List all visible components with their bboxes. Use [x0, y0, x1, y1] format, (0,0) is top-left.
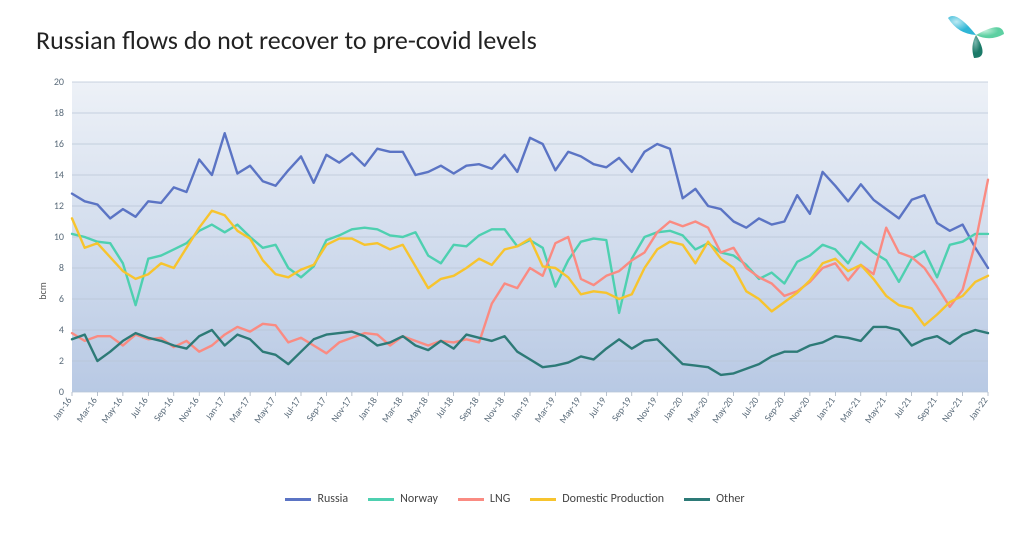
x-tick-label: Nov-20 [787, 395, 813, 425]
chart-svg: 02468101214161820Jan-16Mar-16May-16Jul-1… [30, 76, 1000, 506]
x-tick-label: May-17 [251, 395, 278, 426]
x-tick-label: Jan-17 [203, 395, 227, 423]
x-tick-label: Nov-17 [329, 395, 355, 425]
x-tick-label: Nov-21 [939, 395, 965, 425]
x-tick-label: Mar-20 [685, 395, 711, 425]
x-tick-label: Sep-16 [151, 395, 176, 424]
x-tick-label: Jan-16 [50, 395, 74, 423]
legend-label: Norway [400, 492, 438, 506]
legend-label: Other [716, 492, 744, 506]
y-tick-label: 6 [59, 292, 64, 305]
x-tick-label: Mar-17 [227, 395, 253, 425]
y-tick-label: 14 [54, 168, 64, 181]
legend-label: Russia [317, 492, 348, 506]
x-tick-label: Mar-16 [74, 395, 100, 425]
y-tick-label: 4 [59, 323, 64, 336]
x-tick-label: Jan-19 [508, 395, 532, 423]
y-tick-label: 12 [54, 199, 64, 212]
x-tick-label: Jul-20 [739, 395, 762, 421]
x-tick-label: Sep-20 [762, 395, 787, 424]
y-axis-label: bcm [36, 282, 49, 299]
legend-label: Domestic Production [562, 492, 664, 506]
x-tick-label: Jul-19 [586, 395, 609, 421]
brand-logo [946, 10, 1006, 60]
y-tick-label: 20 [54, 76, 64, 88]
x-tick-label: Jan-21 [814, 395, 838, 423]
legend-item: LNG [458, 492, 510, 506]
x-tick-label: Jul-18 [433, 395, 456, 421]
x-tick-label: May-19 [557, 395, 584, 426]
x-tick-label: May-18 [404, 395, 431, 426]
line-chart: bcm 02468101214161820Jan-16Mar-16May-16J… [30, 76, 1000, 506]
x-tick-label: Sep-17 [304, 395, 329, 424]
legend-item: Russia [285, 492, 348, 506]
x-tick-label: May-21 [862, 395, 889, 426]
x-tick-label: Sep-18 [456, 395, 481, 424]
x-tick-label: Sep-19 [609, 395, 634, 424]
x-tick-label: Jul-17 [281, 395, 304, 421]
legend-swatch [684, 498, 710, 501]
y-tick-label: 18 [54, 106, 64, 119]
x-tick-label: Mar-19 [532, 395, 558, 425]
x-tick-label: Jul-21 [891, 395, 914, 421]
chart-title: Russian flows do not recover to pre-covi… [36, 24, 537, 56]
x-tick-label: Jan-22 [966, 395, 990, 423]
x-tick-label: May-16 [99, 395, 126, 426]
x-tick-label: Nov-19 [634, 395, 660, 425]
x-tick-label: Mar-18 [379, 395, 405, 425]
chart-legend: Russia Norway LNG Domestic Production Other [30, 491, 1000, 507]
y-tick-label: 10 [54, 230, 64, 243]
x-tick-label: Nov-18 [481, 395, 507, 425]
x-tick-label: Jan-18 [356, 395, 380, 423]
x-tick-label: Nov-16 [176, 395, 202, 425]
legend-swatch [368, 498, 394, 501]
legend-item: Other [684, 492, 744, 506]
legend-item: Domestic Production [530, 492, 664, 506]
x-tick-label: Sep-21 [914, 395, 939, 424]
legend-swatch [285, 498, 311, 501]
y-tick-label: 8 [59, 261, 64, 274]
x-tick-label: Jul-16 [128, 395, 151, 421]
legend-swatch [530, 498, 556, 501]
legend-item: Norway [368, 492, 438, 506]
y-tick-label: 2 [59, 354, 64, 367]
x-tick-label: Jan-20 [661, 395, 685, 423]
legend-label: LNG [490, 492, 510, 506]
legend-swatch [458, 498, 484, 501]
y-tick-label: 16 [54, 137, 64, 150]
x-tick-label: May-20 [709, 395, 736, 426]
x-tick-label: Mar-21 [837, 395, 863, 425]
